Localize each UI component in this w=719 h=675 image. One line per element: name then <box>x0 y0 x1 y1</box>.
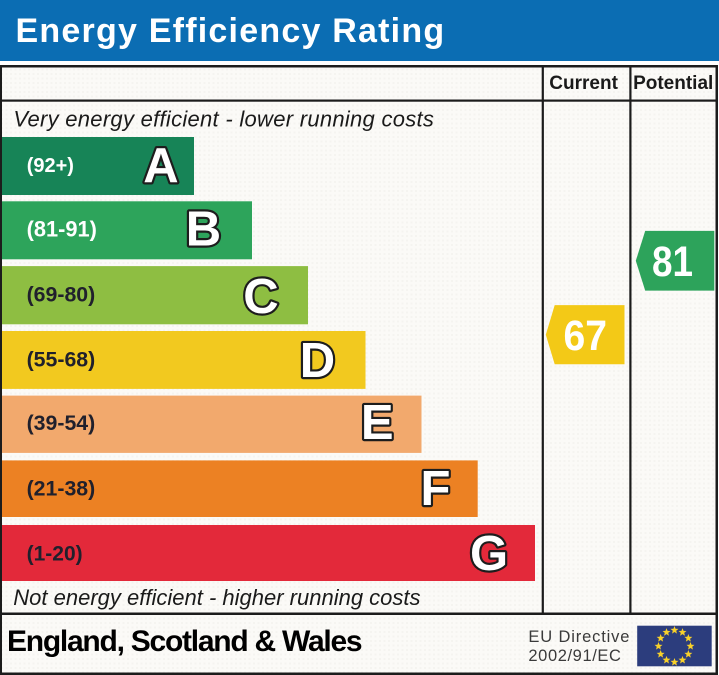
svg-text:D: D <box>300 334 335 388</box>
svg-text:C: C <box>243 270 278 324</box>
svg-text:Potential: Potential <box>633 73 713 94</box>
svg-text:2002/91/EC: 2002/91/EC <box>528 647 621 665</box>
svg-text:(21-38): (21-38) <box>27 476 96 500</box>
svg-text:(39-54): (39-54) <box>27 411 96 435</box>
svg-text:67: 67 <box>564 313 608 360</box>
svg-text:(69-80): (69-80) <box>27 283 96 307</box>
svg-text:E: E <box>361 396 394 450</box>
svg-text:(1-20): (1-20) <box>27 542 83 565</box>
svg-text:G: G <box>470 527 508 581</box>
svg-text:F: F <box>421 462 451 516</box>
svg-text:England, Scotland & Wales: England, Scotland & Wales <box>7 625 362 658</box>
svg-text:(81-91): (81-91) <box>27 217 97 242</box>
svg-text:81: 81 <box>652 238 693 286</box>
svg-text:B: B <box>186 203 221 257</box>
svg-text:(92+): (92+) <box>27 155 74 177</box>
svg-text:Energy Efficiency Rating: Energy Efficiency Rating <box>16 12 446 50</box>
svg-text:Very energy efficient - lower: Very energy efficient - lower running co… <box>13 107 434 132</box>
svg-text:A: A <box>143 139 178 193</box>
svg-text:(55-68): (55-68) <box>27 348 96 372</box>
svg-text:EU Directive: EU Directive <box>528 628 630 646</box>
svg-text:Current: Current <box>549 73 618 94</box>
svg-text:Not energy efficient - higher: Not energy efficient - higher running co… <box>13 585 420 610</box>
